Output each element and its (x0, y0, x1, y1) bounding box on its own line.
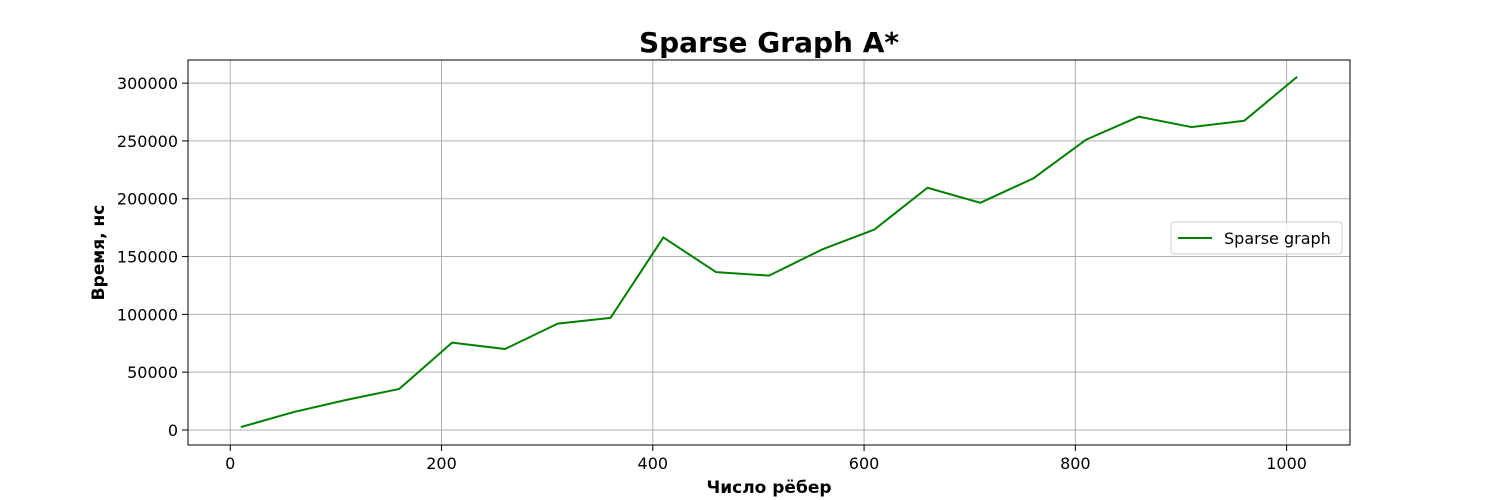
y-tick-label: 100000 (117, 305, 178, 324)
x-axis-label: Число рёбер (706, 478, 831, 498)
y-tick-label: 0 (168, 421, 178, 440)
series-layer (240, 75, 1298, 429)
plot-frame (187, 59, 1351, 446)
y-axis-label: Время, нс (89, 205, 109, 301)
x-tick-label: 200 (426, 454, 457, 473)
legend-label: Sparse graph (1224, 229, 1331, 248)
legend-box (1170, 221, 1343, 255)
y-tick-label: 300000 (117, 74, 178, 93)
x-tick-label: 0 (225, 454, 235, 473)
axis-ticks: 0 200 400 600 800 1000 0 50000 100000 150000 20000… (117, 74, 1307, 473)
x-tick-label: 800 (1060, 454, 1091, 473)
y-tick-label: 150000 (117, 248, 178, 267)
x-tick-label: 400 (638, 454, 669, 473)
chart-title: Sparse Graph A* (639, 26, 899, 59)
x-tick-label: 1000 (1266, 454, 1307, 473)
y-tick-label: 250000 (117, 132, 178, 151)
y-tick-label: 50000 (127, 363, 178, 382)
legend: Sparse graph (1170, 221, 1343, 255)
x-tick-label: 600 (849, 454, 880, 473)
y-tick-label: 200000 (117, 190, 178, 209)
series-line (240, 75, 1298, 429)
